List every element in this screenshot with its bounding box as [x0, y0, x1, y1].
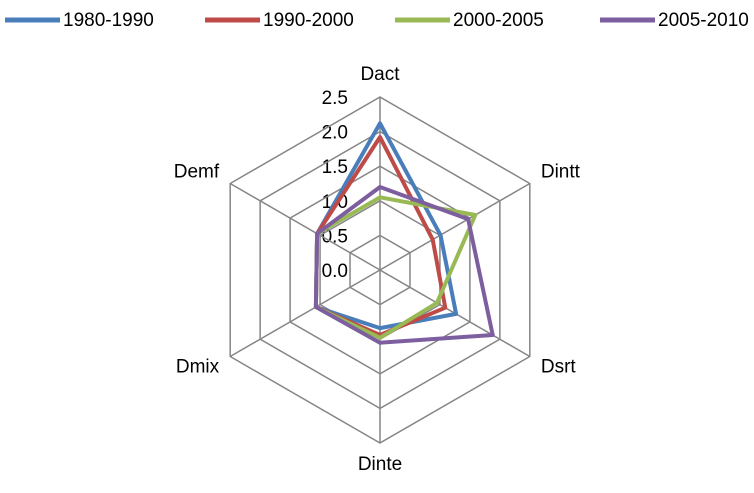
- legend-label: 2000-2005: [453, 10, 544, 31]
- radial-tick-label: 2.0: [322, 123, 348, 144]
- category-label: Dintt: [541, 162, 581, 183]
- radial-tick-label: 0.0: [322, 261, 348, 282]
- category-label: Dinte: [358, 454, 402, 475]
- spoke: [229, 182, 381, 271]
- category-label: Dact: [360, 64, 400, 85]
- category-label: Dmix: [176, 357, 220, 378]
- radial-tick-label: 0.5: [322, 226, 348, 247]
- series-line: [313, 185, 495, 345]
- spoke: [379, 182, 531, 271]
- category-label: Dsrt: [541, 357, 577, 378]
- spoke: [229, 269, 381, 358]
- legend-label: 1980-1990: [63, 10, 154, 31]
- legend-label: 1990-2000: [263, 10, 354, 31]
- category-label: Demf: [174, 162, 220, 183]
- radial-tick-label: 1.5: [322, 157, 348, 178]
- legend-label: 2005-2010: [658, 10, 749, 31]
- radial-tick-label: 2.5: [322, 88, 348, 109]
